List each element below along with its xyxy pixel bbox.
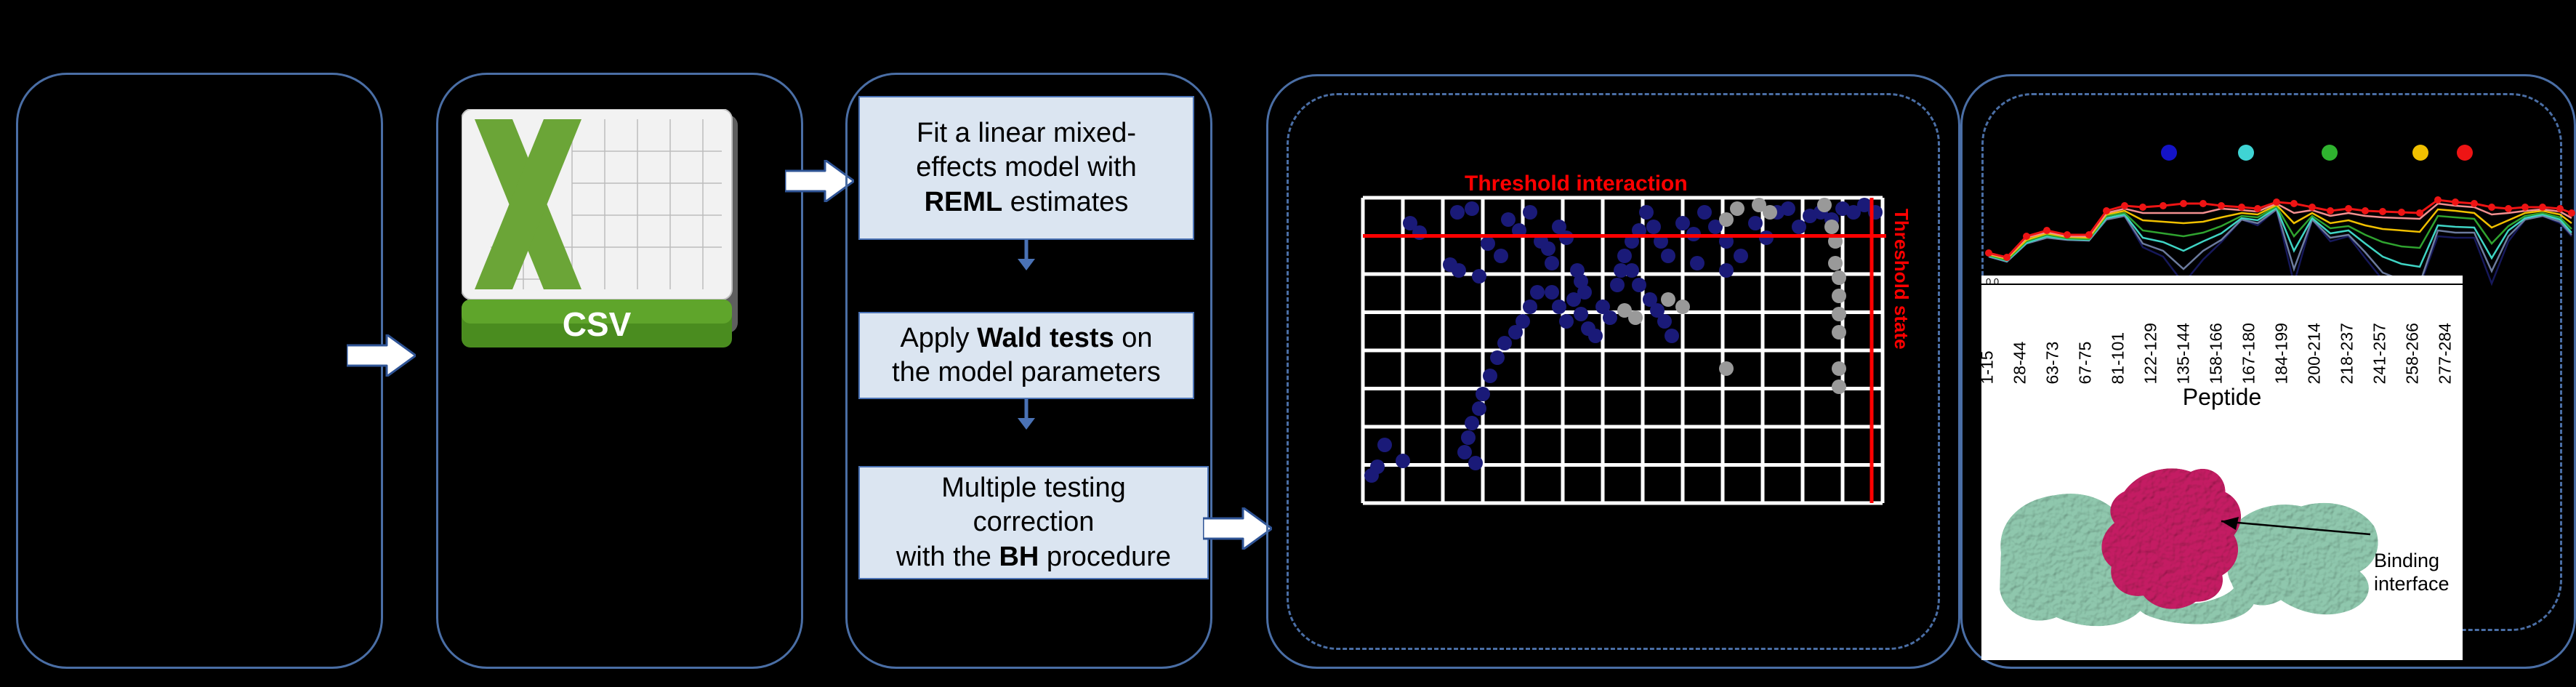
svg-text:CSV: CSV xyxy=(563,305,632,343)
svg-text:Threshold interaction: Threshold interaction xyxy=(1465,172,1688,196)
svg-text:Threshold state: Threshold state xyxy=(1891,209,1912,350)
svg-text:Position: 608 606: Position: 608 606 xyxy=(1675,401,1799,419)
